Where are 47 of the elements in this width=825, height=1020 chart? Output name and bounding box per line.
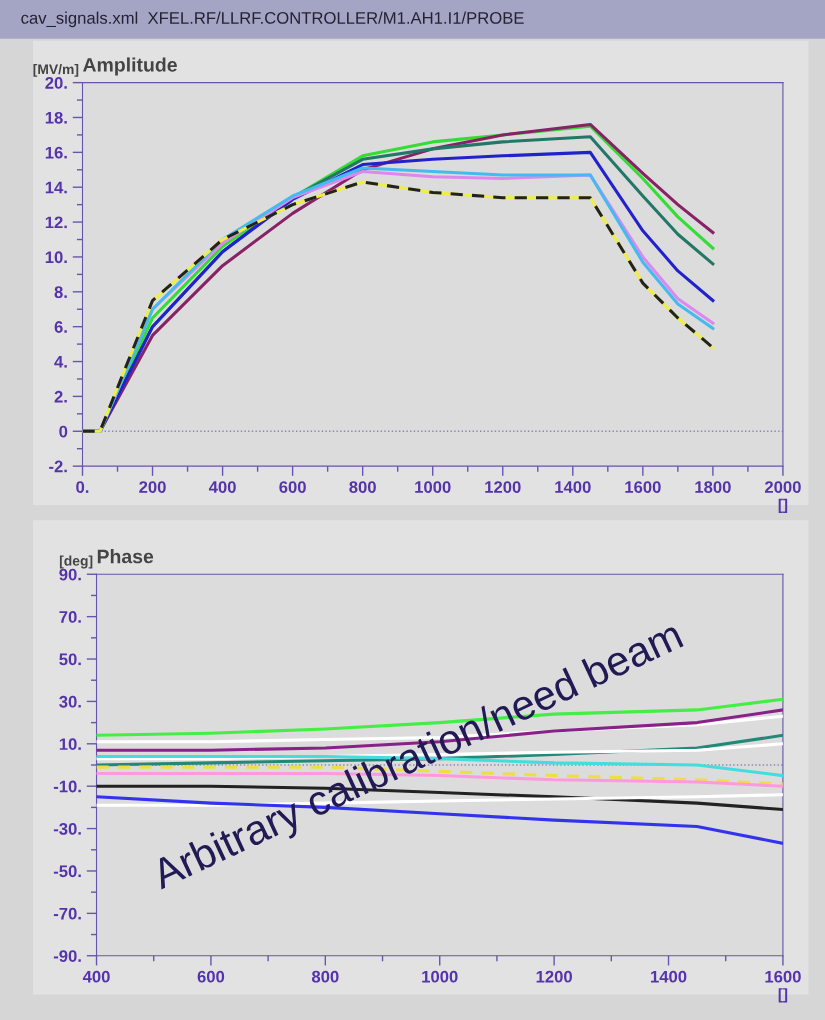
y-tick-label: 12. — [45, 216, 67, 229]
x-tick-label: 1000 — [422, 970, 458, 983]
y-tick-label: 4. — [54, 356, 67, 368]
y-tick-label: 14. — [45, 181, 67, 194]
x-axis-title: [] — [778, 988, 788, 1003]
x-tick-label: 600 — [197, 970, 225, 983]
y-tick-label: -10. — [53, 780, 81, 793]
chart-title: Amplitude — [82, 57, 177, 76]
x-tick-label: 1400 — [651, 970, 687, 983]
chart-title: Phase — [97, 549, 154, 564]
x-axis-title: [] — [778, 498, 788, 513]
y-axis-title: [MV/m] — [33, 63, 79, 77]
y-tick-label: -30. — [53, 822, 81, 835]
x-tick-label: 1600 — [625, 481, 661, 493]
y-tick-label: 20. — [45, 77, 67, 89]
x-tick-label: 1200 — [485, 481, 521, 493]
y-tick-label: -50. — [53, 865, 81, 878]
x-tick-label: 0. — [76, 481, 89, 493]
y-tick-label: -2. — [49, 460, 67, 473]
y-tick-label: 0 — [59, 425, 68, 438]
x-tick-label: 1000 — [415, 481, 451, 493]
y-tick-label: 70. — [59, 611, 81, 623]
y-tick-label: 30. — [59, 695, 81, 708]
x-tick-label: 2000 — [764, 481, 801, 493]
y-tick-label: 18. — [45, 111, 67, 124]
x-tick-label: 400 — [82, 970, 110, 983]
y-tick-label: -70. — [53, 907, 81, 920]
x-tick-label: 1600 — [765, 970, 801, 983]
y-tick-label: 90. — [59, 568, 81, 581]
y-tick-label: 2. — [54, 390, 67, 403]
y-tick-label: -90. — [53, 950, 81, 962]
x-tick-label: 600 — [279, 481, 306, 493]
x-tick-label: 800 — [349, 481, 376, 493]
y-axis-title: [deg] — [59, 555, 93, 569]
y-tick-label: 8. — [54, 286, 67, 299]
y-tick-label: 6. — [54, 321, 67, 333]
x-tick-label: 1800 — [695, 481, 731, 493]
y-tick-label: 16. — [45, 146, 67, 159]
x-tick-label: 1400 — [555, 481, 591, 493]
x-tick-label: 1200 — [536, 970, 572, 983]
y-tick-label: 10. — [45, 251, 67, 264]
text: cav_signals.xml XFEL.RF/LLRF.CONTROLLER/M1.AH1.I1/PROBE — [21, 11, 524, 28]
x-tick-label: 800 — [311, 970, 339, 983]
y-tick-label: 50. — [59, 653, 81, 666]
x-tick-label: 200 — [139, 481, 166, 493]
x-tick-label: 400 — [208, 481, 236, 493]
y-tick-label: 10. — [59, 738, 81, 751]
